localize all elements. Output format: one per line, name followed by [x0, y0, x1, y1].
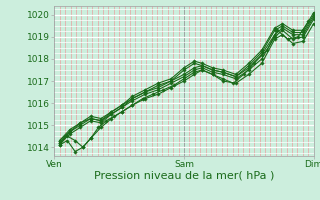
X-axis label: Pression niveau de la mer( hPa ): Pression niveau de la mer( hPa ): [94, 171, 274, 181]
